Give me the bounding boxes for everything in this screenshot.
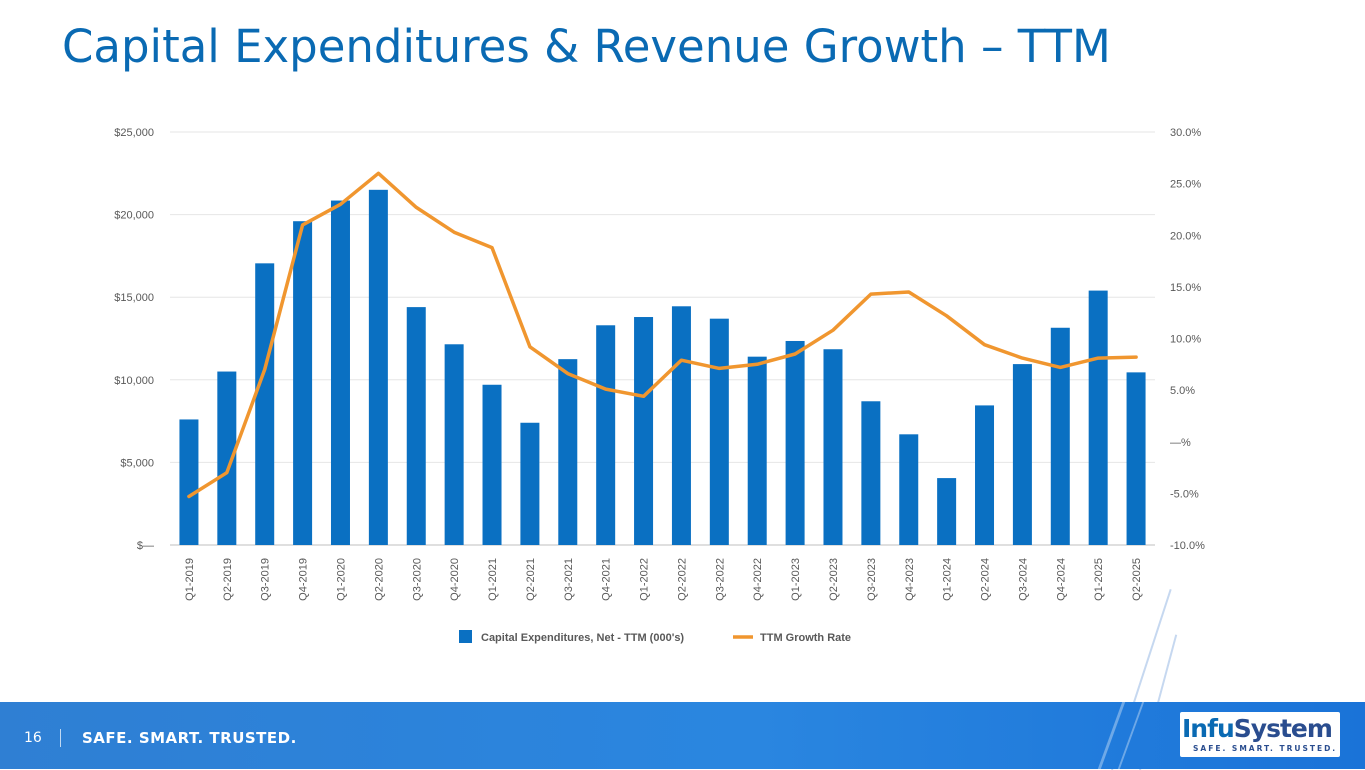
left-axis-tick-label: $15,000	[114, 292, 154, 304]
right-axis-ticks: -10.0% -5.0% —% 5.0% 10.0% 15.0% 20.0% 25.0% 30.…	[1170, 127, 1205, 552]
x-axis-tick-label: Q3-2022	[714, 558, 726, 601]
left-axis-tick-label: $—	[137, 540, 154, 552]
bar	[710, 319, 729, 545]
x-axis-tick-label: Q3-2023	[866, 558, 878, 601]
x-axis-tick-label: Q1-2024	[942, 558, 954, 601]
x-axis-tick-label: Q1-2021	[487, 558, 499, 601]
left-axis-tick-label: $10,000	[114, 375, 154, 387]
right-axis-tick-label: 15.0%	[1170, 282, 1201, 294]
bar	[748, 357, 767, 545]
line-series	[189, 173, 1136, 496]
x-axis-tick-label: Q2-2019	[222, 558, 234, 601]
x-axis-ticks: Q1-2019 Q2-2019 Q3-2019 Q4-2019 Q1-2020 Q2-20…	[184, 558, 1143, 601]
bar	[331, 201, 350, 545]
left-axis-tick-label: $5,000	[120, 457, 154, 469]
legend-swatch-bar	[459, 630, 472, 643]
left-axis-tick-label: $25,000	[114, 127, 154, 139]
x-axis-tick-label: Q1-2019	[184, 558, 196, 601]
combo-chart: $— $5,000 $10,000 $15,000 $20,000 $25,000 -10…	[0, 0, 1365, 700]
grid-lines	[170, 132, 1155, 545]
x-axis-tick-label: Q3-2020	[411, 558, 423, 601]
x-axis-tick-label: Q1-2022	[639, 558, 651, 601]
x-axis-tick-label: Q3-2021	[563, 558, 575, 601]
x-axis-tick-label: Q3-2024	[1017, 558, 1029, 601]
logo-wordmark: InfuSystem	[1182, 714, 1332, 743]
bar	[407, 307, 426, 545]
bar	[445, 344, 464, 545]
x-axis-tick-label: Q4-2020	[449, 558, 461, 601]
footer-divider	[60, 729, 61, 747]
bar	[634, 317, 653, 545]
x-axis-tick-label: Q4-2021	[601, 558, 613, 601]
bar	[596, 325, 615, 545]
bar	[975, 405, 994, 545]
x-axis-tick-label: Q1-2020	[335, 558, 347, 601]
chart-legend: Capital Expenditures, Net - TTM (000's) T…	[459, 630, 851, 644]
bar	[861, 401, 880, 545]
bar	[520, 423, 539, 545]
bar	[672, 306, 691, 545]
right-axis-tick-label: -10.0%	[1170, 540, 1205, 552]
x-axis-tick-label: Q2-2024	[980, 558, 992, 601]
right-axis-tick-label: —%	[1170, 437, 1191, 449]
bar-series	[179, 190, 1145, 545]
company-logo: InfuSystem SAFE. SMART. TRUSTED.	[1180, 712, 1340, 757]
bar	[179, 419, 198, 545]
bar	[899, 434, 918, 545]
x-axis-tick-label: Q2-2021	[525, 558, 537, 601]
footer-bar: 16 SAFE. SMART. TRUSTED.	[0, 702, 1365, 769]
x-axis-tick-label: Q4-2022	[752, 558, 764, 601]
bar	[558, 359, 577, 545]
x-axis-tick-label: Q4-2023	[904, 558, 916, 601]
legend-label-bar: Capital Expenditures, Net - TTM (000's)	[481, 632, 684, 644]
legend-label-line: TTM Growth Rate	[760, 632, 851, 644]
logo-slogan: SAFE. SMART. TRUSTED.	[1193, 744, 1337, 753]
x-axis-tick-label: Q4-2024	[1055, 558, 1067, 601]
footer-tagline: SAFE. SMART. TRUSTED.	[82, 729, 297, 747]
left-axis-tick-label: $20,000	[114, 210, 154, 222]
bar	[786, 341, 805, 545]
bar	[1089, 291, 1108, 545]
right-axis-tick-label: 20.0%	[1170, 230, 1201, 242]
bar	[293, 221, 312, 545]
left-axis-ticks: $— $5,000 $10,000 $15,000 $20,000 $25,000	[114, 127, 154, 552]
x-axis-tick-label: Q2-2025	[1131, 558, 1143, 601]
bar	[255, 263, 274, 545]
page-number: 16	[24, 730, 42, 746]
x-axis-tick-label: Q4-2019	[298, 558, 310, 601]
x-axis-tick-label: Q2-2020	[373, 558, 385, 601]
x-axis-tick-label: Q2-2022	[676, 558, 688, 601]
right-axis-tick-label: 30.0%	[1170, 127, 1201, 139]
x-axis-tick-label: Q1-2023	[790, 558, 802, 601]
bar	[1127, 372, 1146, 545]
bar	[823, 349, 842, 545]
right-axis-tick-label: 5.0%	[1170, 385, 1195, 397]
bar	[1051, 328, 1070, 545]
right-axis-tick-label: -5.0%	[1170, 488, 1199, 500]
bar	[369, 190, 388, 545]
x-axis-tick-label: Q1-2025	[1093, 558, 1105, 601]
bar	[937, 478, 956, 545]
right-axis-tick-label: 10.0%	[1170, 334, 1201, 346]
x-axis-tick-label: Q2-2023	[828, 558, 840, 601]
bar	[483, 385, 502, 545]
growth-line	[189, 173, 1136, 496]
bar	[1013, 364, 1032, 545]
x-axis-tick-label: Q3-2019	[260, 558, 272, 601]
right-axis-tick-label: 25.0%	[1170, 179, 1201, 191]
